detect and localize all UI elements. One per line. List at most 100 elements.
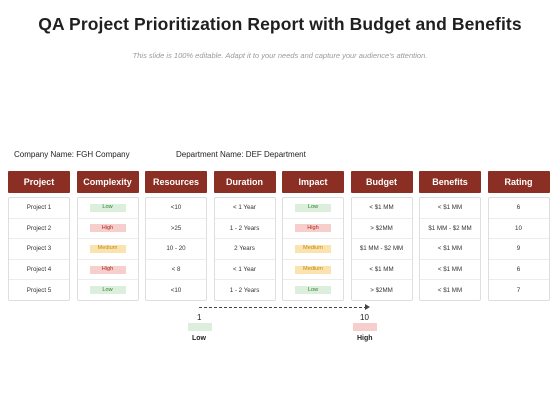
table-cell: High bbox=[77, 219, 138, 240]
cell-text: < $1 MM bbox=[437, 204, 463, 212]
cell-text: < $1 MM bbox=[369, 266, 394, 274]
table-cell: 9 bbox=[488, 239, 549, 260]
cell-text: Project 2 bbox=[26, 224, 52, 232]
table-cell: 7 bbox=[489, 280, 549, 300]
column-complexity: Complexity Low High Medium High Low bbox=[76, 171, 139, 301]
cell-text: 10 bbox=[515, 224, 522, 232]
table-cell: 10 bbox=[488, 219, 549, 240]
level-badge: Medium bbox=[295, 244, 331, 253]
company-name: Company Name: FGH Company bbox=[14, 150, 130, 159]
table-cell: < $1 MM bbox=[420, 239, 480, 260]
level-badge: High bbox=[89, 265, 126, 274]
cell-text: 10 - 20 bbox=[166, 245, 186, 253]
table-cell: Low bbox=[283, 198, 343, 219]
cell-text: 9 bbox=[516, 245, 521, 253]
table-cell: Low bbox=[78, 280, 138, 300]
column-body: Low High Medium High Low bbox=[76, 197, 139, 301]
table-cell: 6 bbox=[488, 198, 549, 219]
cell-text: Project 3 bbox=[26, 245, 52, 253]
cell-text: <10 bbox=[170, 204, 182, 212]
scale-high-swatch bbox=[353, 323, 377, 331]
table-cell: < 8 bbox=[146, 260, 206, 281]
cell-text: > $2MM bbox=[370, 286, 393, 294]
table-cell: > $2MM bbox=[351, 219, 412, 240]
table-cell: Project 2 bbox=[9, 219, 69, 240]
column-body: 6 10 9 6 7 bbox=[487, 197, 550, 301]
column-header: Rating bbox=[487, 171, 550, 193]
table-cell: < $1 MM bbox=[420, 198, 480, 219]
column-impact: Impact Low High Medium Medium Low bbox=[282, 171, 344, 301]
cell-text: <10 bbox=[170, 286, 182, 294]
cell-text: $1 MM - $2 MM bbox=[428, 224, 472, 232]
table-cell: Medium bbox=[77, 239, 138, 260]
level-badge: Low bbox=[295, 286, 331, 295]
cell-text: > $2MM bbox=[370, 224, 393, 232]
column-duration: Duration < 1 Year 1 - 2 Years 2 Years < 1 Ye… bbox=[213, 171, 276, 301]
column-benefits: Benefits < $1 MM $1 MM - $2 MM < $1 MM < $1 … bbox=[419, 171, 481, 301]
column-body: Project 1 Project 2 Project 3 Project 4 Proj… bbox=[8, 197, 70, 301]
cell-text: < 8 bbox=[171, 266, 181, 274]
cell-text: 6 bbox=[516, 204, 521, 212]
cell-text: >25 bbox=[170, 224, 182, 232]
cell-text: < 1 Year bbox=[233, 266, 256, 274]
column-project: Project Project 1 Project 2 Project 3 Projec… bbox=[8, 171, 70, 301]
level-badge: Low bbox=[295, 203, 331, 212]
column-header: Project bbox=[8, 171, 70, 193]
table-cell: 6 bbox=[488, 260, 549, 281]
level-badge: High bbox=[295, 224, 331, 233]
cell-text: Project 1 bbox=[26, 204, 52, 212]
table-cell: 1 - 2 Years bbox=[214, 219, 275, 240]
table-cell: High bbox=[283, 219, 343, 240]
table-cell: Low bbox=[283, 280, 343, 300]
cell-text: Project 4 bbox=[26, 266, 52, 274]
table-cell: < $1 MM bbox=[420, 280, 480, 300]
level-badge: Medium bbox=[295, 265, 331, 274]
cell-text: 6 bbox=[516, 266, 521, 274]
table-cell: < $1 MM bbox=[420, 260, 480, 281]
table-cell: < $1 MM bbox=[351, 198, 412, 219]
scale-arrow-head bbox=[365, 304, 370, 310]
column-body: < $1 MM $1 MM - $2 MM < $1 MM < $1 MM < $1 M… bbox=[419, 197, 481, 301]
table-cell: $1 MM - $2 MM bbox=[420, 219, 480, 240]
scale-low-swatch bbox=[188, 323, 212, 331]
table-cell: Medium bbox=[283, 260, 343, 281]
level-badge: High bbox=[89, 224, 126, 233]
table-cell: 2 Years bbox=[214, 239, 275, 260]
column-header: Complexity bbox=[76, 171, 139, 193]
column-body: < 1 Year 1 - 2 Years 2 Years < 1 Year 1 - 2 … bbox=[213, 197, 276, 301]
table-cell: $1 MM - $2 MM bbox=[351, 239, 412, 260]
cell-text: 7 bbox=[516, 286, 521, 294]
scale-high-value: 10 bbox=[360, 313, 369, 322]
department-name: Department Name: DEF Department bbox=[176, 150, 306, 159]
table-cell: Medium bbox=[283, 239, 343, 260]
cell-text: < $1 MM bbox=[437, 266, 463, 274]
column-header: Duration bbox=[213, 171, 276, 193]
column-header: Budget bbox=[350, 171, 413, 193]
cell-text: Project 5 bbox=[26, 286, 52, 294]
cell-text: 1 - 2 Years bbox=[229, 286, 260, 294]
cell-text: 2 Years bbox=[234, 245, 255, 253]
scale-low-label: Low bbox=[192, 335, 206, 342]
table-cell: Project 5 bbox=[9, 280, 69, 300]
column-body: Low High Medium Medium Low bbox=[282, 197, 344, 301]
scale-high-label: High bbox=[357, 335, 373, 342]
table-cell: > $2MM bbox=[352, 280, 412, 300]
table-cell: < $1 MM bbox=[351, 260, 412, 281]
column-header: Benefits bbox=[419, 171, 481, 193]
cell-text: 1 - 2 Years bbox=[229, 224, 260, 232]
table-cell: Project 1 bbox=[9, 198, 69, 219]
column-header: Impact bbox=[282, 171, 344, 193]
table-cell: Project 4 bbox=[9, 260, 69, 281]
table-cell: Low bbox=[77, 198, 138, 219]
cell-text: < 1 Year bbox=[233, 204, 256, 212]
table-cell: <10 bbox=[146, 198, 206, 219]
table-cell: < 1 Year bbox=[214, 198, 275, 219]
level-badge: Low bbox=[89, 203, 126, 212]
table-cell: >25 bbox=[146, 219, 206, 240]
cell-text: < $1 MM bbox=[437, 245, 463, 253]
table-cell: <10 bbox=[146, 280, 206, 300]
table-cell: High bbox=[77, 260, 138, 281]
column-budget: Budget < $1 MM > $2MM $1 MM - $2 MM < $1 MM >… bbox=[350, 171, 413, 301]
level-badge: Low bbox=[89, 286, 126, 295]
column-body: <10 >25 10 - 20 < 8 <10 bbox=[145, 197, 207, 301]
